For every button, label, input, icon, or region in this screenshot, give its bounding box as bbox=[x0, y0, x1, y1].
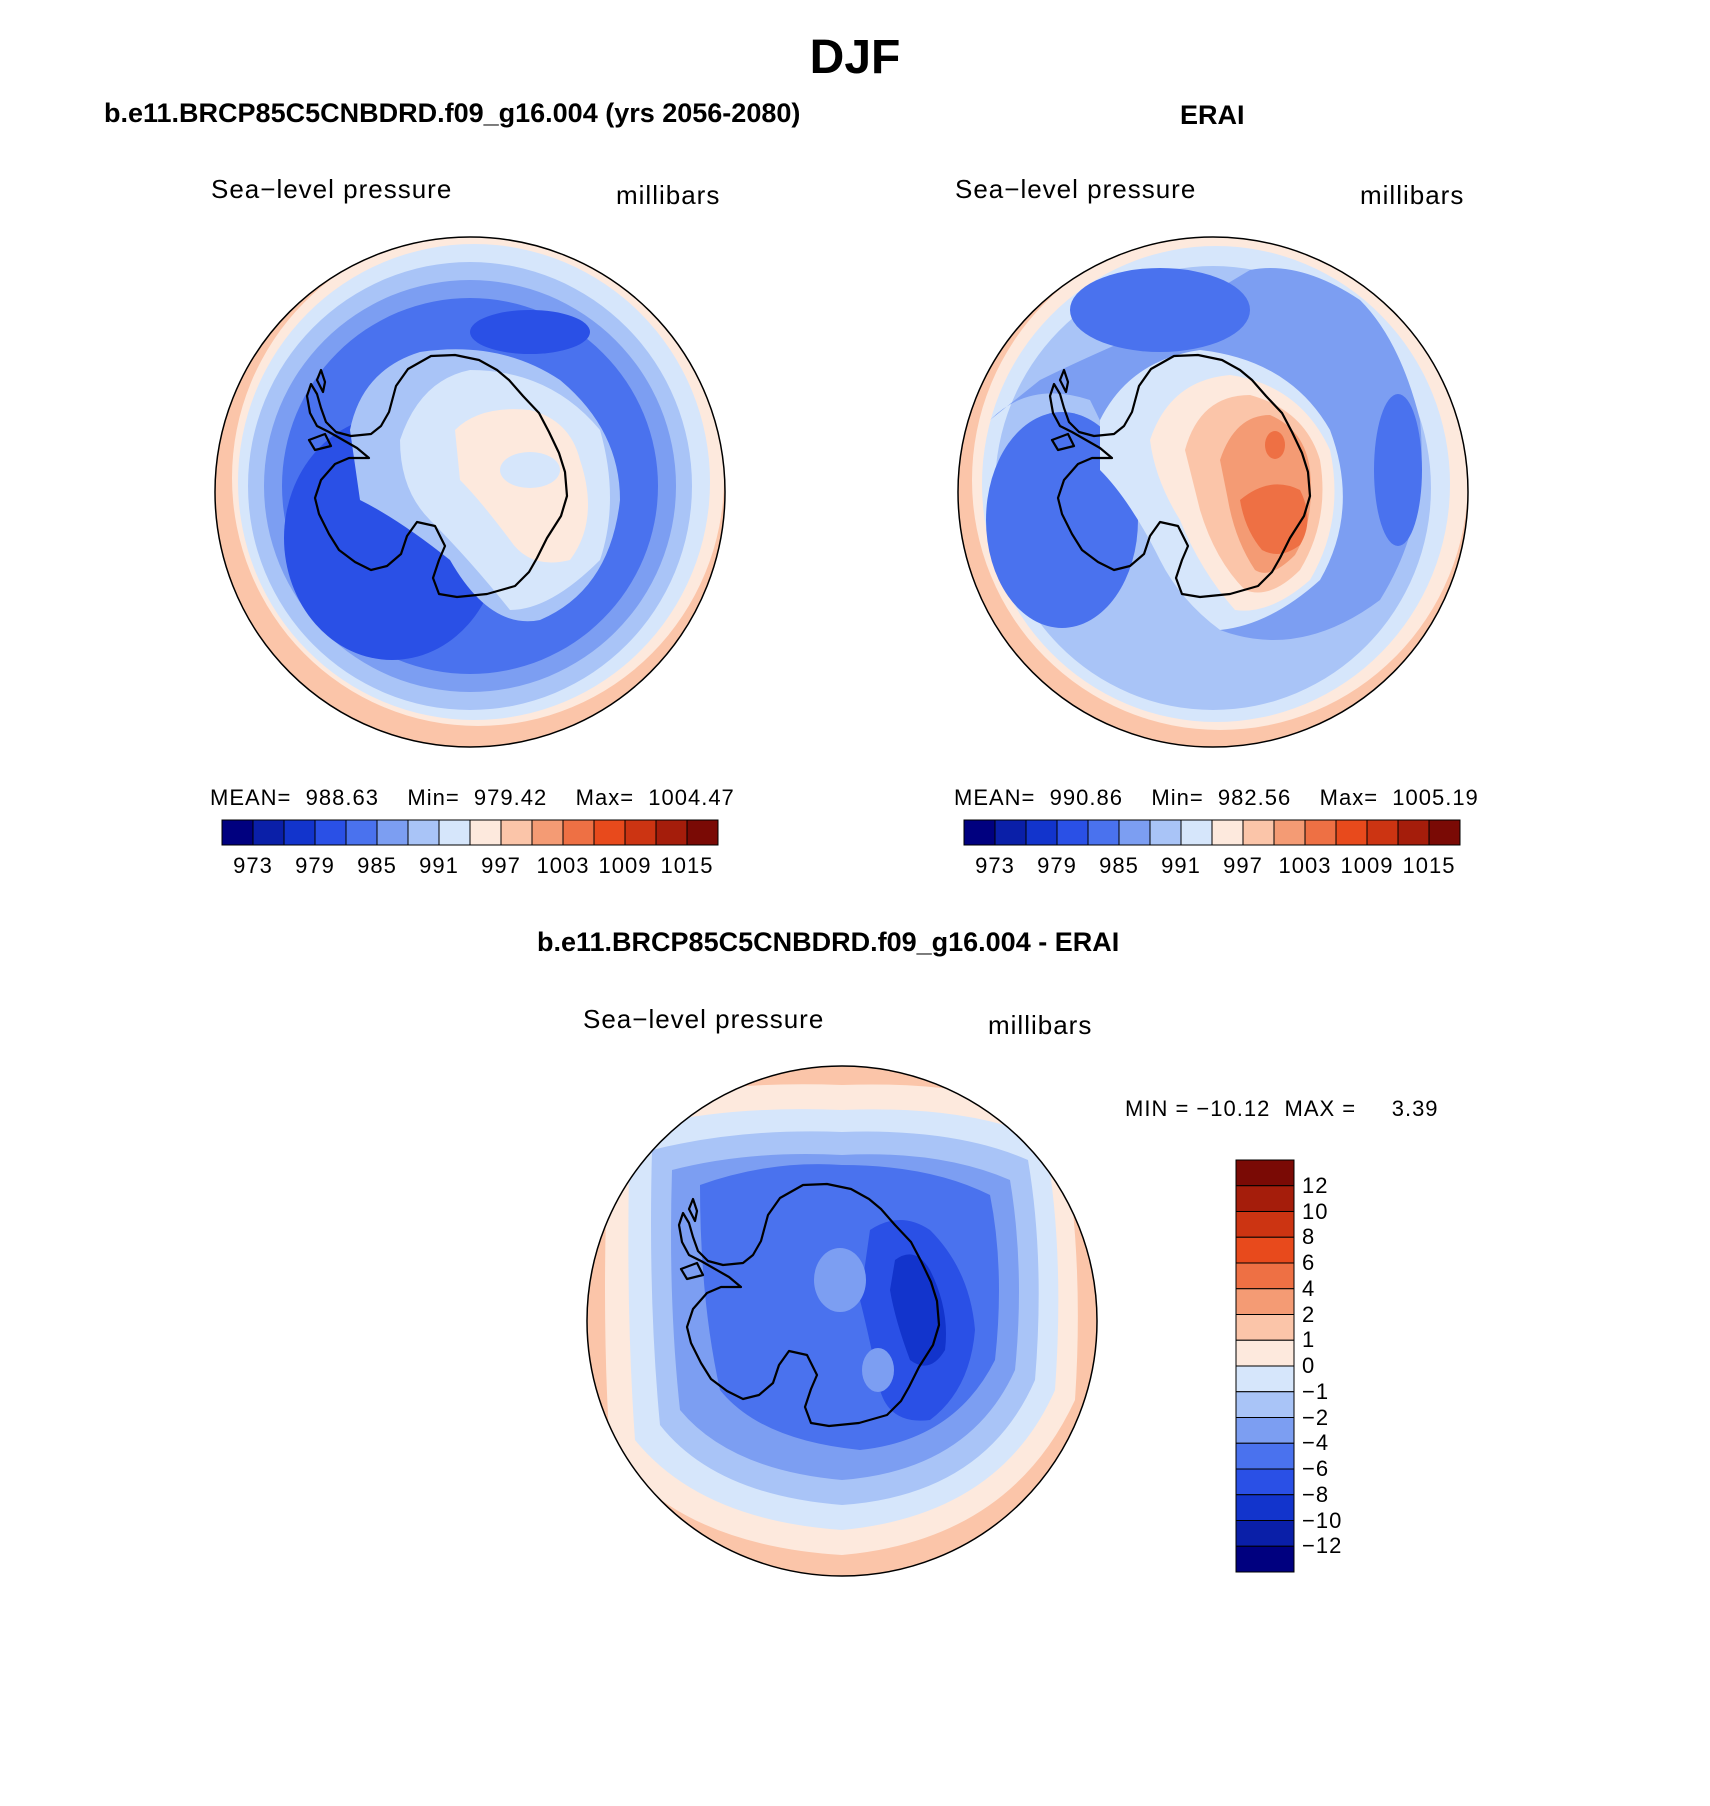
colorbar-tick-label: 4 bbox=[1302, 1275, 1316, 1301]
colorbar-tick-label: 0 bbox=[1302, 1353, 1316, 1378]
colorbar-tick-label: −10 bbox=[1302, 1507, 1343, 1533]
colorbar-swatch bbox=[994, 819, 1027, 846]
colorbar-swatch bbox=[1087, 819, 1120, 846]
colorbar-tick-label: −12 bbox=[1302, 1533, 1343, 1559]
polar-map-diff bbox=[586, 1065, 1098, 1577]
colorbar-tick-label: 997 bbox=[1223, 853, 1263, 878]
colorbar-swatch bbox=[1235, 1468, 1295, 1496]
colorbar-tick-label: 1015 bbox=[1402, 853, 1456, 878]
stats-diff: MIN = −10.12 MAX = 3.39 bbox=[1125, 1096, 1439, 1121]
colorbar-swatch bbox=[1235, 1288, 1295, 1315]
colorbar-swatch bbox=[1235, 1365, 1295, 1393]
colorbar-tick-label: 979 bbox=[295, 853, 335, 878]
colorbar-tick-label: 6 bbox=[1302, 1250, 1316, 1275]
colorbar-swatch bbox=[1235, 1159, 1295, 1187]
colorbar-swatch bbox=[221, 819, 254, 846]
colorbar-tick-label: 2 bbox=[1302, 1301, 1316, 1327]
colorbar-diff bbox=[1235, 1159, 1295, 1573]
colorbar-swatch bbox=[1397, 819, 1430, 846]
colorbar-swatch bbox=[655, 819, 688, 846]
colorbar-tick-label: −2 bbox=[1302, 1404, 1330, 1430]
colorbar-swatch bbox=[1235, 1185, 1295, 1212]
colorbar-swatch bbox=[1025, 819, 1058, 846]
colorbar-obs bbox=[963, 819, 1461, 846]
colorbar-swatch bbox=[1273, 819, 1306, 846]
colorbar-swatch bbox=[500, 819, 533, 846]
colorbar-swatch bbox=[1056, 819, 1089, 846]
colorbar-tick-label: 8 bbox=[1302, 1224, 1316, 1250]
colorbar-tick-label: 12 bbox=[1302, 1172, 1329, 1198]
colorbar-tick-label: −6 bbox=[1302, 1456, 1330, 1481]
colorbar-swatch bbox=[1235, 1262, 1295, 1290]
colorbar-tick-label: −1 bbox=[1302, 1378, 1330, 1404]
stats-model: MEAN= 988.63 Min= 979.42 Max= 1004.47 bbox=[210, 785, 735, 810]
colorbar-swatch bbox=[1149, 819, 1182, 846]
colorbar-tick-label: −4 bbox=[1302, 1430, 1330, 1456]
colorbar-tick-label: 985 bbox=[1099, 853, 1139, 878]
colorbar-swatch bbox=[963, 819, 996, 846]
colorbar-swatch bbox=[1235, 1442, 1295, 1470]
colorbar-swatch bbox=[1428, 819, 1461, 846]
variable-label-diff: Sea−level pressure bbox=[583, 1004, 825, 1034]
colorbar-swatch bbox=[1235, 1339, 1295, 1367]
colorbar-swatch bbox=[1235, 1314, 1295, 1341]
units-label-diff: millibars bbox=[988, 1010, 1093, 1040]
panel-title-diff: b.e11.BRCP85C5CNBDRD.f09_g16.004 - ERAI bbox=[537, 927, 1120, 957]
colorbar-swatch bbox=[1242, 819, 1275, 846]
colorbar-swatch bbox=[531, 819, 564, 846]
variable-label-model: Sea−level pressure bbox=[211, 174, 453, 204]
colorbar-tick-label: 991 bbox=[1161, 853, 1201, 878]
colorbar-tick-label: 979 bbox=[1037, 853, 1077, 878]
variable-label-obs: Sea−level pressure bbox=[955, 174, 1197, 204]
colorbar-swatch bbox=[1235, 1391, 1295, 1418]
colorbar-tick-label: 973 bbox=[233, 853, 273, 878]
colorbar-swatch bbox=[1235, 1236, 1295, 1264]
colorbar-swatch bbox=[1211, 819, 1244, 846]
colorbar-tick-label: 991 bbox=[419, 853, 459, 878]
colorbar-tick-label: 997 bbox=[481, 853, 521, 878]
colorbar-swatch bbox=[283, 819, 316, 846]
colorbar-swatch bbox=[1235, 1520, 1295, 1547]
colorbar-swatch bbox=[1366, 819, 1399, 846]
colorbar-swatch bbox=[593, 819, 626, 846]
colorbar-swatch bbox=[1304, 819, 1337, 846]
colorbar-swatch bbox=[407, 819, 440, 846]
colorbar-swatch bbox=[314, 819, 347, 846]
colorbar-swatch bbox=[469, 819, 502, 846]
colorbar-swatch bbox=[376, 819, 409, 846]
colorbar-tick-label: −8 bbox=[1302, 1481, 1330, 1507]
colorbar-tick-label: 1009 bbox=[1340, 853, 1394, 878]
colorbar-swatch bbox=[1235, 1494, 1295, 1521]
polar-map-model bbox=[214, 236, 726, 748]
colorbar-swatch bbox=[438, 819, 471, 846]
stats-obs: MEAN= 990.86 Min= 982.56 Max= 1005.19 bbox=[954, 785, 1479, 810]
colorbar-tick-label: 1 bbox=[1302, 1327, 1316, 1353]
colorbar-swatch bbox=[686, 819, 719, 846]
polar-map-obs bbox=[957, 236, 1469, 748]
colorbar-model bbox=[221, 819, 719, 846]
colorbar-tick-label: 1003 bbox=[536, 853, 590, 878]
units-label-obs: millibars bbox=[1360, 180, 1465, 210]
colorbar-swatch bbox=[1235, 1211, 1295, 1238]
colorbar-swatch bbox=[1118, 819, 1151, 846]
colorbar-tick-label: 973 bbox=[975, 853, 1015, 878]
colorbar-swatch bbox=[252, 819, 285, 846]
colorbar-tick-label: 1015 bbox=[660, 853, 714, 878]
colorbar-swatch bbox=[345, 819, 378, 846]
panel-title-obs: ERAI bbox=[1180, 100, 1245, 130]
units-label-model: millibars bbox=[616, 180, 721, 210]
colorbar-tick-label: 1003 bbox=[1278, 853, 1332, 878]
colorbar-swatch bbox=[624, 819, 657, 846]
colorbar-swatch bbox=[1180, 819, 1213, 846]
panel-title-model: b.e11.BRCP85C5CNBDRD.f09_g16.004 (yrs 20… bbox=[104, 98, 801, 128]
colorbar-tick-label: 1009 bbox=[598, 853, 652, 878]
colorbar-swatch bbox=[1335, 819, 1368, 846]
colorbar-swatch bbox=[1235, 1417, 1295, 1444]
colorbar-swatch bbox=[562, 819, 595, 846]
colorbar-tick-label: 985 bbox=[357, 853, 397, 878]
colorbar-swatch bbox=[1235, 1545, 1295, 1573]
colorbar-tick-label: 10 bbox=[1302, 1198, 1329, 1224]
page-title: DJF bbox=[809, 31, 901, 84]
